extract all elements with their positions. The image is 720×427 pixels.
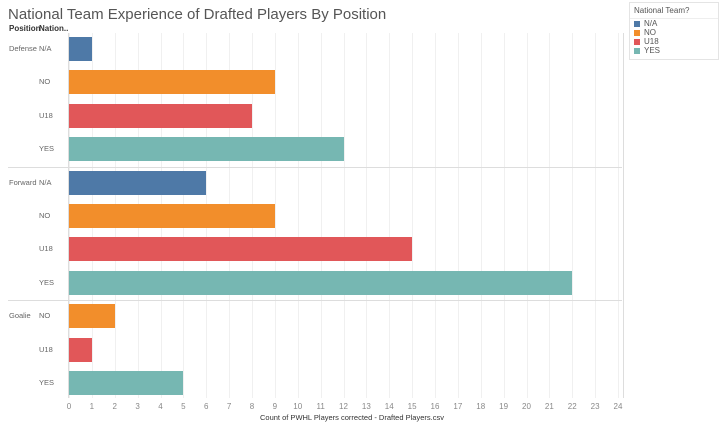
- x-tick-label: 3: [135, 402, 140, 411]
- group-label: Goalie: [9, 311, 31, 321]
- x-tick-label: 22: [567, 402, 577, 411]
- bar-forward-no: [69, 204, 275, 228]
- bar-defense-na: [69, 37, 92, 61]
- bar-goalie-no: [69, 304, 115, 329]
- x-tick-label: 20: [522, 402, 531, 411]
- gridline: [526, 33, 528, 398]
- x-tick-label: 15: [407, 402, 417, 411]
- category-label: U18: [39, 244, 53, 254]
- gridline: [274, 33, 276, 398]
- gridline: [435, 33, 436, 398]
- bar-forward-yes: [69, 270, 573, 295]
- x-tick-label: 6: [204, 402, 209, 411]
- category-label: YES: [39, 277, 55, 287]
- category-label: YES: [39, 144, 55, 154]
- bar-goalie-u18: [69, 337, 92, 362]
- group-label: Defense: [9, 44, 37, 53]
- legend-item[interactable]: N/A: [630, 19, 718, 28]
- x-tick-label: 17: [453, 402, 463, 411]
- bar-defense-no: [69, 70, 275, 95]
- bar-goalie-yes: [69, 371, 184, 395]
- x-tick-label: 21: [544, 402, 554, 411]
- x-tick-label: 9: [272, 402, 278, 411]
- x-tick-label: 16: [430, 402, 440, 411]
- x-tick-label: 23: [590, 402, 600, 411]
- header-national[interactable]: Nation..: [39, 24, 69, 33]
- bar-forward-u18: [69, 237, 413, 262]
- x-tick-label: 4: [158, 402, 163, 411]
- legend-swatch: [634, 29, 640, 36]
- x-tick-label: 13: [361, 402, 371, 411]
- legend-item[interactable]: YES: [630, 46, 718, 55]
- legend-swatch: [634, 38, 640, 45]
- gridline: [320, 33, 322, 398]
- bar-defense-yes: [69, 137, 344, 162]
- x-tick-label: 11: [316, 402, 325, 411]
- group-label: Forward: [9, 177, 37, 187]
- x-tick-label: 5: [181, 402, 186, 411]
- legend-item[interactable]: U18: [630, 37, 718, 46]
- gridline: [480, 33, 482, 398]
- legend-label: N/A: [644, 19, 658, 28]
- gridline: [457, 33, 459, 398]
- group-separator: [8, 300, 622, 302]
- legend-label: U18: [644, 37, 659, 46]
- legend-swatch: [634, 20, 640, 27]
- x-tick-label: 10: [293, 402, 303, 411]
- gridline: [572, 33, 574, 398]
- gridline: [366, 33, 368, 398]
- gridline: [503, 33, 505, 398]
- x-tick-label: 14: [384, 402, 394, 411]
- legend-item[interactable]: NO: [630, 28, 718, 37]
- x-tick-label: 2: [112, 402, 117, 411]
- x-tick-label: 7: [226, 402, 232, 411]
- x-tick-label: 12: [339, 402, 348, 411]
- x-tick-label: 1: [89, 402, 95, 411]
- category-label: NO: [39, 77, 51, 87]
- group-separator: [8, 166, 622, 168]
- x-axis-title: Count of PWHL Players corrected - Drafte…: [260, 413, 444, 422]
- gridline: [618, 33, 619, 398]
- x-tick-label: 19: [499, 402, 509, 411]
- category-label: N/A: [39, 177, 52, 187]
- category-label: U18: [39, 344, 53, 354]
- x-tick-label: 24: [613, 402, 623, 411]
- chart-title: National Team Experience of Drafted Play…: [8, 6, 387, 23]
- legend-swatch: [634, 47, 640, 54]
- gridline: [595, 33, 597, 398]
- legend-label: YES: [644, 46, 661, 55]
- category-label: NO: [39, 311, 51, 321]
- gridline: [389, 33, 391, 398]
- category-label: YES: [39, 378, 55, 387]
- x-tick-label: 0: [66, 402, 72, 411]
- gridline: [297, 33, 299, 398]
- legend: National Team? N/A NO U18 YES: [629, 2, 719, 60]
- bar-defense-u18: [69, 103, 252, 128]
- plot-area: [68, 33, 624, 398]
- gridline: [549, 33, 551, 398]
- bar-forward-na: [69, 170, 207, 195]
- legend-label: NO: [644, 28, 656, 37]
- header-position[interactable]: Position: [9, 24, 41, 33]
- category-label: U18: [39, 110, 53, 120]
- legend-title: National Team?: [630, 3, 718, 19]
- category-label: NO: [39, 211, 51, 220]
- x-tick-label: 18: [476, 402, 486, 411]
- gridline: [412, 33, 414, 398]
- x-tick-label: 8: [249, 402, 255, 411]
- category-label: N/A: [39, 44, 52, 53]
- gridline: [343, 33, 345, 398]
